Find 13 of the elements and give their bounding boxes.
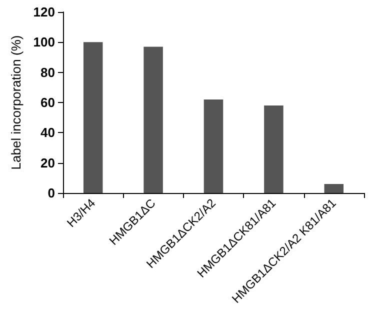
bar bbox=[264, 106, 284, 193]
bar bbox=[144, 46, 163, 193]
bar bbox=[324, 184, 344, 193]
y-tick-label: 100 bbox=[33, 34, 55, 50]
y-tick-label: 0 bbox=[48, 186, 55, 200]
y-tick-label: 20 bbox=[40, 155, 55, 170]
bar bbox=[204, 99, 224, 193]
bar bbox=[83, 42, 103, 193]
y-tick-label: 60 bbox=[40, 95, 55, 110]
y-tick-label: 40 bbox=[40, 125, 55, 140]
y-tick-label: 120 bbox=[33, 4, 55, 20]
y-tick-label: 80 bbox=[40, 64, 55, 80]
y-axis-title: Label incorporation (%) bbox=[8, 35, 24, 170]
